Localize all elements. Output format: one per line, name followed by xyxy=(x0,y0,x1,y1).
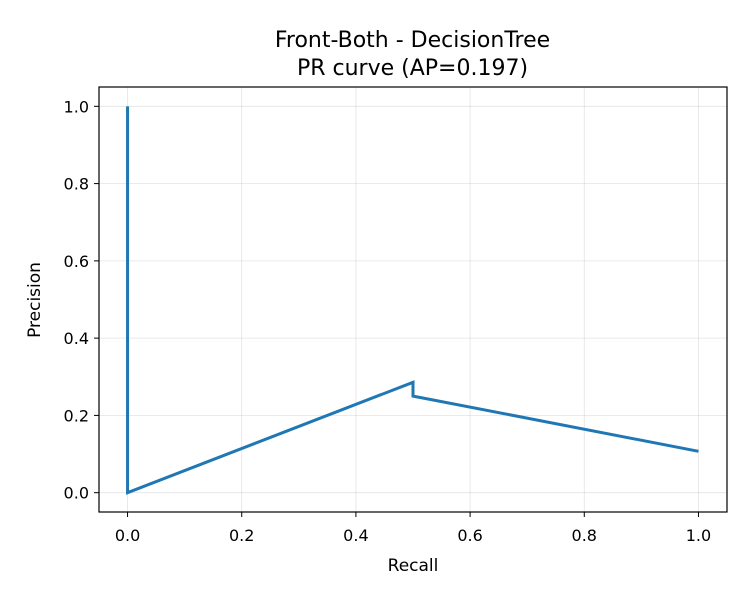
x-tick-label: 1.0 xyxy=(686,526,711,545)
x-tick-label: 0.0 xyxy=(115,526,140,545)
ticks: 0.0 0.2 0.4 0.6 0.8 1.0 0.0 0.2 0.4 0.6 0.8 1.0 xyxy=(64,97,712,545)
y-tick-label: 0.4 xyxy=(64,329,89,348)
y-axis-label: Precision xyxy=(25,262,45,338)
y-tick-label: 0.8 xyxy=(64,175,89,194)
x-tick-label: 0.8 xyxy=(572,526,597,545)
x-tick-label: 0.4 xyxy=(343,526,368,545)
grid xyxy=(99,87,727,512)
y-tick-label: 1.0 xyxy=(64,97,89,116)
y-tick-label: 0.0 xyxy=(64,484,89,503)
chart-subtitle: PR curve (AP=0.197) xyxy=(297,56,528,81)
x-tick-label: 0.6 xyxy=(457,526,482,545)
y-tick-label: 0.2 xyxy=(64,406,89,425)
pr-curve-line xyxy=(126,106,699,495)
y-tick-label: 0.6 xyxy=(64,252,89,271)
plot-frame xyxy=(98,86,728,513)
chart-title: Front-Both - DecisionTree xyxy=(275,28,550,53)
series-layer xyxy=(126,106,699,495)
x-tick-label: 0.2 xyxy=(229,526,254,545)
x-axis-label: Recall xyxy=(388,556,439,576)
